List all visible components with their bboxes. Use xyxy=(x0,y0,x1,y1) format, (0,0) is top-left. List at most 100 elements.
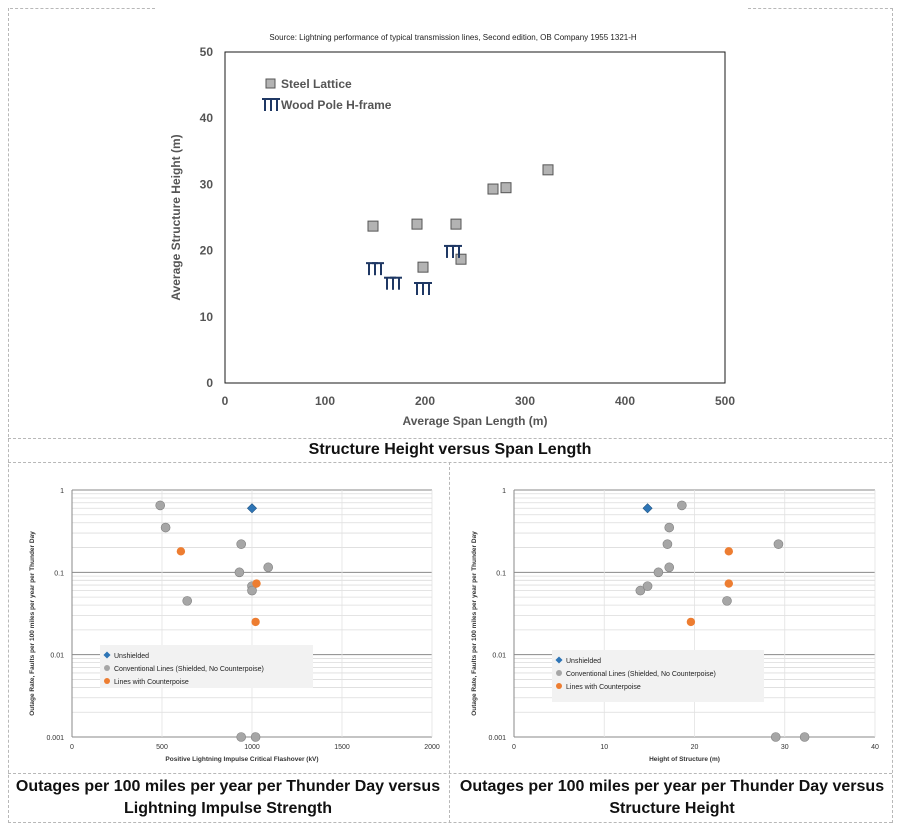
y-tick-label: 0.01 xyxy=(50,653,64,660)
conventional-line-point xyxy=(642,581,653,591)
frame-divider-mid xyxy=(8,462,892,463)
conventional-line-point xyxy=(664,562,675,573)
counterpoise-point xyxy=(724,547,733,556)
legend-conventional-marker xyxy=(104,665,110,671)
conventional-line-point xyxy=(263,562,274,573)
conventional-line-point xyxy=(250,732,261,742)
counterpoise-point xyxy=(724,579,733,588)
steel-lattice-point xyxy=(542,164,554,176)
frame-divider-bottom xyxy=(8,773,892,774)
y-tick-label: 0.01 xyxy=(492,653,506,660)
y-axis-label: Outage Rate, Faults per 100 miles per ye… xyxy=(471,531,478,716)
wood-pole-point xyxy=(414,281,426,295)
legend-wood-pole-label: Wood Pole H-frame xyxy=(281,98,392,112)
y-tick-label: 1 xyxy=(60,488,64,495)
x-tick-label: 1000 xyxy=(244,744,260,751)
legend-steel-lattice-marker xyxy=(265,78,276,89)
y-tick-label: 40 xyxy=(200,111,214,125)
y-tick-label: 0 xyxy=(206,376,213,390)
legend-unshielded-label: Unshielded xyxy=(114,653,149,660)
legend-counterpoise-label: Lines with Counterpoise xyxy=(566,684,641,691)
legend-box xyxy=(100,645,313,688)
frame-divider-center xyxy=(449,462,450,823)
conventional-line-point xyxy=(234,567,245,578)
y-tick-label: 1 xyxy=(502,488,506,495)
x-tick-label: 40 xyxy=(871,744,879,751)
x-axis-label: Height of Structure (m) xyxy=(649,756,720,763)
y-tick-label: 10 xyxy=(200,310,214,324)
y-tick-label: 0.001 xyxy=(46,735,64,742)
legend-counterpoise-label: Lines with Counterpoise xyxy=(114,679,189,686)
conventional-line-point xyxy=(236,539,246,549)
wood-pole-point xyxy=(384,276,396,290)
legend-unshielded-marker xyxy=(103,651,111,659)
counterpoise-point xyxy=(251,617,260,627)
wood-pole-point xyxy=(372,262,384,276)
conventional-line-point xyxy=(773,539,784,549)
x-tick-label: 30 xyxy=(781,744,789,751)
y-tick-label: 0.001 xyxy=(488,735,506,742)
frame-top-right xyxy=(748,8,893,9)
conventional-line-point xyxy=(799,732,810,742)
steel-lattice-point xyxy=(455,253,467,265)
legend-wood-pole-marker xyxy=(268,98,280,111)
unshielded-point xyxy=(246,503,258,514)
conventional-line-point xyxy=(662,539,673,549)
conventional-line-point xyxy=(182,596,192,606)
steel-lattice-point xyxy=(487,183,499,195)
counterpoise-point xyxy=(176,547,186,556)
wood-pole-point xyxy=(366,262,378,276)
conventional-line-point xyxy=(770,732,781,742)
steel-lattice-point xyxy=(500,182,512,194)
wood-pole-point xyxy=(420,281,432,295)
x-tick-label: 500 xyxy=(156,744,168,751)
legend-wood-pole-marker xyxy=(262,98,274,111)
x-tick-label: 0 xyxy=(512,744,516,751)
plot-area xyxy=(224,51,726,384)
x-tick-label: 0 xyxy=(70,744,74,751)
frame-bottom xyxy=(8,822,892,823)
conventional-line-point xyxy=(160,522,171,533)
y-axis-label: Average Structure Height (m) xyxy=(169,134,183,300)
x-tick-label: 200 xyxy=(415,394,435,408)
x-tick-label: 500 xyxy=(715,394,735,408)
y-tick-label: 30 xyxy=(200,177,214,191)
legend-unshielded-label: Unshielded xyxy=(566,658,601,665)
x-tick-label: 1500 xyxy=(334,744,350,751)
legend-counterpoise-marker xyxy=(104,678,110,684)
wood-pole-point xyxy=(450,244,462,258)
source-note: Source: Lightning performance of typical… xyxy=(269,33,637,42)
wood-pole-point xyxy=(444,244,456,258)
frame-right xyxy=(892,8,893,823)
chart-outage-vs-impulse: 0 500 1000 1500 2000 0.001 0.01 0.1 1 Positive Li… xyxy=(29,488,440,763)
counterpoise-point xyxy=(686,617,696,627)
steel-lattice-point xyxy=(417,261,429,273)
steel-lattice-point xyxy=(367,220,379,232)
y-axis-label: Outage Rate, Faults per 100 miles per ye… xyxy=(29,531,36,716)
legend-steel-lattice-label: Steel Lattice xyxy=(281,77,352,91)
y-tick-label: 0.1 xyxy=(496,570,506,577)
conventional-line-point xyxy=(677,500,687,511)
x-tick-label: 10 xyxy=(600,744,608,751)
legend-conventional-marker xyxy=(556,670,562,676)
conventional-line-point xyxy=(635,585,646,596)
conventional-line-point xyxy=(722,596,732,606)
steel-lattice-point xyxy=(450,218,462,230)
y-tick-label: 50 xyxy=(200,45,214,59)
conventional-line-point xyxy=(236,732,246,742)
caption-outage-vs-height: Outages per 100 miles per year per Thund… xyxy=(459,778,885,817)
steel-lattice-point xyxy=(411,218,423,230)
x-tick-label: 100 xyxy=(315,394,335,408)
legend-counterpoise-marker xyxy=(556,683,562,689)
frame-divider-top xyxy=(8,438,892,439)
x-tick-label: 0 xyxy=(222,394,229,408)
wood-pole-point xyxy=(390,276,402,290)
counterpoise-point xyxy=(252,579,261,588)
y-tick-label: 0.1 xyxy=(54,570,64,577)
x-tick-label: 2000 xyxy=(424,744,440,751)
caption-span-vs-height: Structure Height versus Span Length xyxy=(308,441,592,458)
unshielded-point xyxy=(642,503,653,514)
legend-unshielded-marker xyxy=(555,656,563,664)
legend-conventional-label: Conventional Lines (Shielded, No Counter… xyxy=(566,671,716,678)
